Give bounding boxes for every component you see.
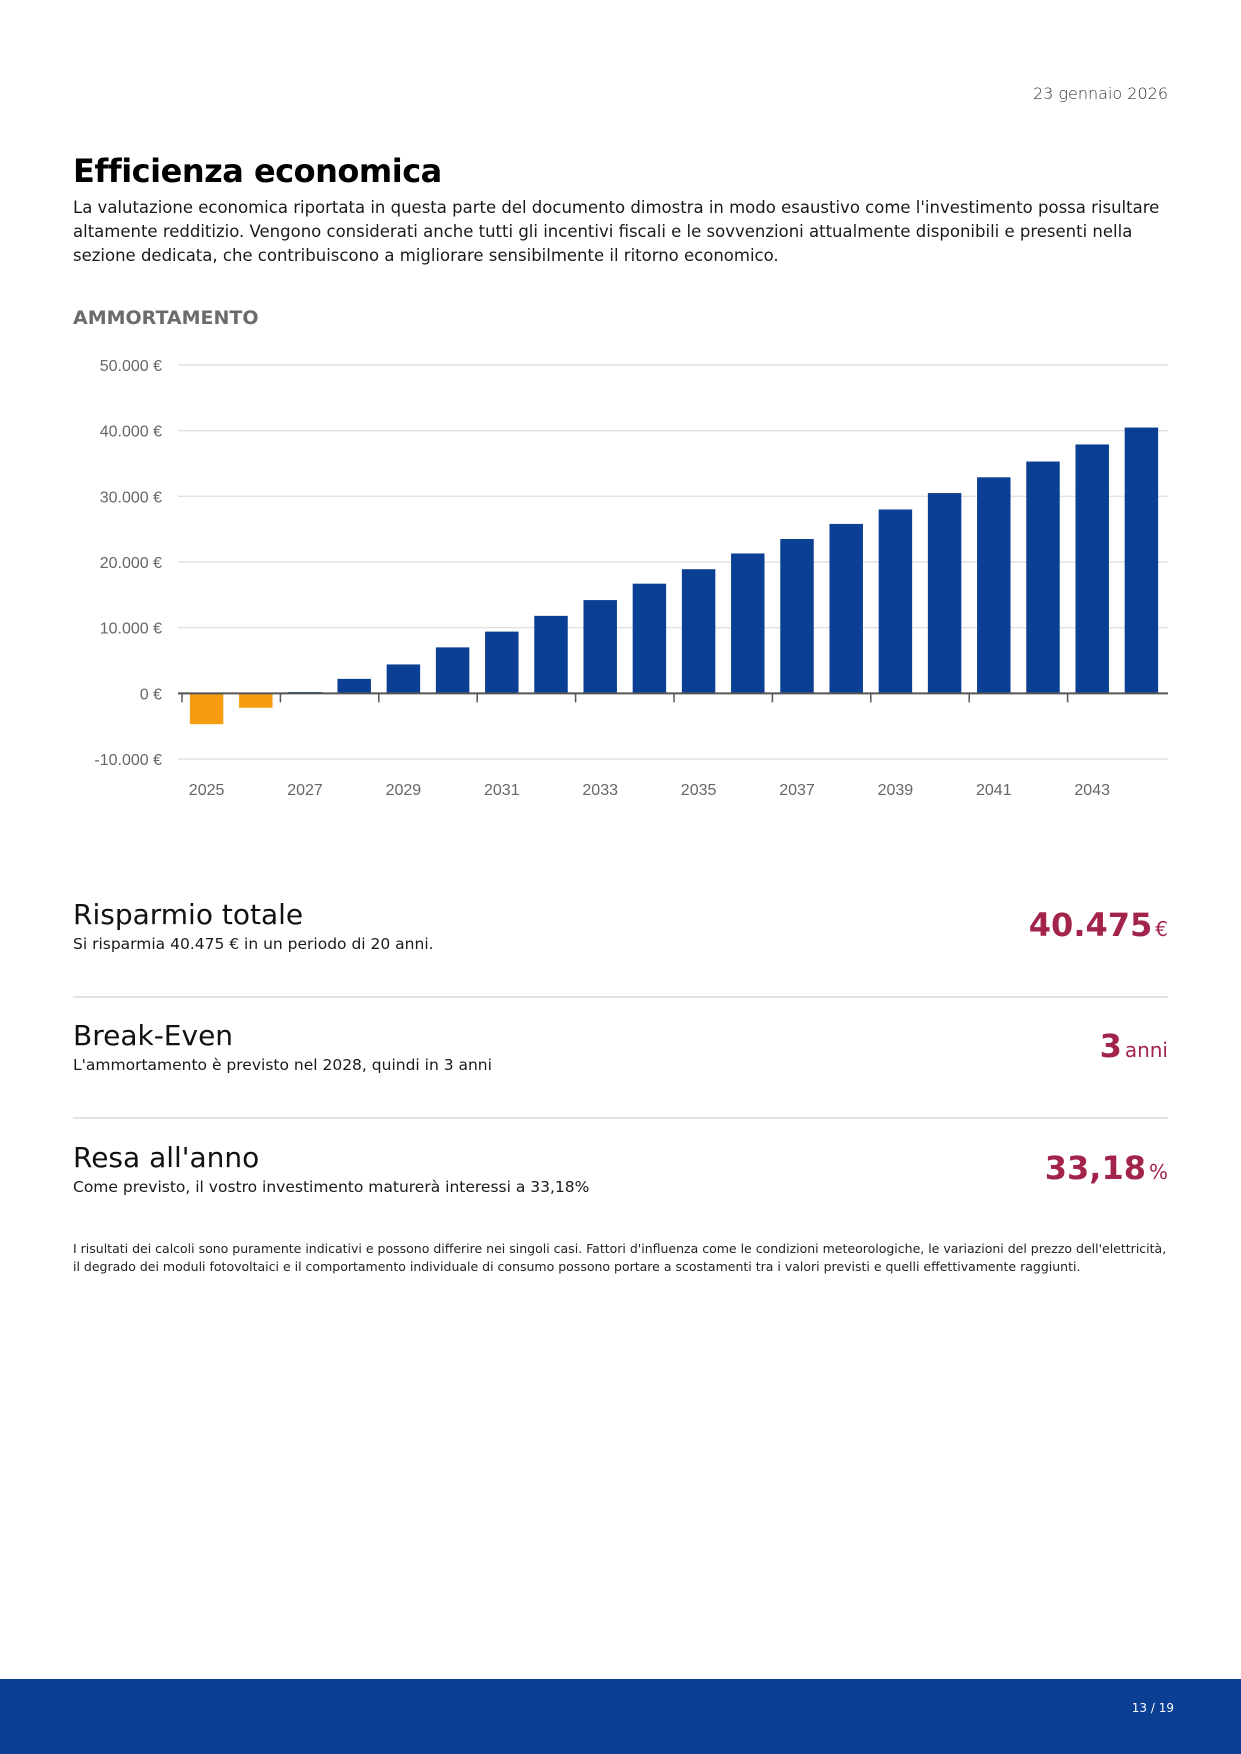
footer-bar: 13 / 19: [0, 1679, 1241, 1754]
intro-paragraph: La valutazione economica riportata in qu…: [73, 198, 1160, 265]
page-number: 13 / 19: [1131, 1701, 1174, 1715]
metric-unit: %: [1148, 1160, 1168, 1184]
metric-number: 33,18: [1044, 1149, 1146, 1187]
x-tick-label: 2043: [1074, 782, 1110, 799]
bar-2042: [1026, 461, 1060, 694]
x-tick-label: 2037: [779, 782, 815, 799]
y-tick-label: 40.000 €: [100, 424, 162, 441]
bar-2043: [1075, 444, 1109, 694]
bar-2025: [189, 693, 224, 725]
bar-2044: [1124, 427, 1159, 694]
page-title: Efficienza economica: [73, 152, 442, 190]
metric-title: Break-Even: [73, 1019, 234, 1052]
bar-2026: [239, 693, 273, 708]
metric-total-savings: Risparmio totale Si risparmia 40.475 € i…: [73, 898, 1168, 953]
x-tick-label: 2031: [484, 782, 520, 799]
bar-2035: [681, 569, 716, 694]
metric-break-even: Break-Even L'ammortamento è previsto nel…: [73, 1019, 1168, 1074]
bar-2033: [583, 600, 617, 694]
metric-description: L'ammortamento è previsto nel 2028, quin…: [73, 1056, 492, 1074]
y-tick-label: 0 €: [140, 686, 162, 703]
metric-title: Resa all'anno: [73, 1141, 260, 1174]
metric-unit: anni: [1124, 1038, 1168, 1062]
x-tick-label: 2035: [681, 782, 717, 799]
y-tick-label: 20.000 €: [100, 555, 162, 572]
divider: [73, 1117, 1168, 1119]
bar-2029: [386, 664, 421, 694]
x-tick-label: 2039: [878, 782, 914, 799]
metric-value: 3 anni: [1100, 1027, 1168, 1065]
y-tick-label: 30.000 €: [100, 489, 162, 506]
bar-2038: [829, 523, 863, 694]
y-tick-label: -10.000 €: [94, 752, 162, 769]
metric-description: Si risparmia 40.475 € in un periodo di 2…: [73, 935, 434, 953]
x-tick-label: 2027: [287, 782, 323, 799]
bar-2037: [780, 539, 814, 694]
chart-section-label: AMMORTAMENTO: [73, 307, 259, 329]
bar-2034: [632, 583, 667, 694]
bar-2036: [731, 553, 765, 694]
x-tick-label: 2041: [976, 782, 1012, 799]
metric-description: Come previsto, il vostro investimento ma…: [73, 1178, 590, 1196]
y-tick-label: 50.000 €: [100, 358, 162, 375]
metric-number: 3: [1099, 1027, 1122, 1065]
metric-title: Risparmio totale: [73, 898, 304, 931]
bar-2030: [435, 647, 470, 694]
bar-2041: [977, 477, 1011, 694]
document-date: 23 gennaio 2026: [1032, 84, 1168, 103]
metric-annual-yield: Resa all'anno Come previsto, il vostro i…: [73, 1141, 1168, 1196]
metric-unit: €: [1155, 917, 1168, 941]
metric-value: 33,18%: [1045, 1149, 1168, 1187]
bar-2039: [878, 509, 913, 694]
bar-2040: [927, 493, 962, 694]
divider: [73, 996, 1168, 998]
x-tick-label: 2029: [386, 782, 422, 799]
disclaimer: I risultati dei calcoli sono puramente i…: [73, 1241, 1167, 1274]
metric-number: 40.475: [1028, 906, 1153, 944]
x-tick-label: 2033: [582, 782, 618, 799]
bar-2028: [337, 678, 371, 694]
amortization-chart: -10.000 € 0 € 10.000 € 20.000 € 30.000 € 40.0…: [94, 358, 1168, 799]
bar-2032: [534, 615, 568, 694]
x-tick-label: 2025: [189, 782, 225, 799]
metric-value: 40.475 €: [1029, 906, 1168, 944]
y-tick-label: 10.000 €: [100, 621, 162, 638]
bar-2031: [485, 631, 519, 694]
